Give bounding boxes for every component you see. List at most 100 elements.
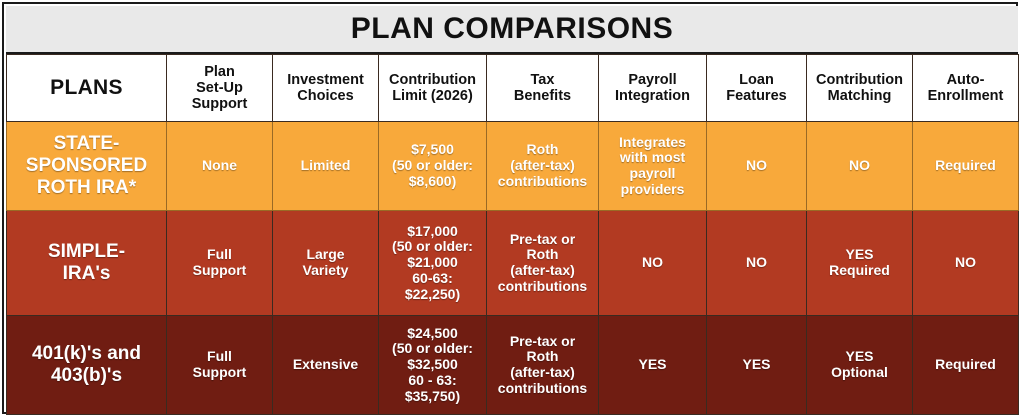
cell-text-line: (after-tax)	[510, 364, 575, 380]
cell-text-line: Roth	[526, 141, 559, 158]
tax-cell: Pre-tax or Roth (after-tax) contributions	[486, 210, 599, 316]
cell-text-line: Tax	[530, 71, 555, 88]
table-row-401k-403b: 401(k)'s and 403(b)'s Full Support Extensi…	[6, 315, 1019, 415]
auto-enrollment-cell: Required	[912, 315, 1019, 415]
investment-cell: Limited	[272, 121, 379, 211]
comparison-table: PLANS Plan Set-Up Support Investment Choice…	[6, 54, 1019, 415]
cell-text-line: $21,000	[407, 254, 458, 271]
setup-cell: Full Support	[166, 315, 273, 415]
setup-cell: Full Support	[166, 210, 273, 316]
matching-cell: YES Required	[806, 210, 913, 316]
cell-text-line: $32,500	[407, 356, 458, 373]
cell-text-line: Plan	[204, 63, 235, 80]
loan-cell: NO	[706, 210, 807, 316]
cell-text-line: $8,600)	[408, 172, 457, 189]
cell-text-line: Pre-tax or	[509, 230, 576, 247]
cell-text-line: Roth	[526, 348, 559, 365]
cell-text-line: SIMPLE-	[47, 241, 126, 263]
cell-text-line: NO	[642, 254, 663, 271]
cell-text-line: Loan	[739, 71, 774, 88]
cell-text-line: Limit (2026)	[392, 88, 473, 104]
cell-text-line: Features	[726, 88, 787, 104]
cell-text-line: Enrollment	[927, 88, 1004, 104]
cell-text-line: Full	[207, 246, 232, 263]
cell-text-line: Required	[935, 356, 996, 373]
table-row-state-roth-ira: STATE- SPONSORED ROTH IRA* None Limited $7…	[6, 121, 1019, 211]
auto-enrollment-cell: Required	[912, 121, 1019, 211]
table-row-simple-ira: SIMPLE- IRA's Full Support Large Variety $1…	[6, 210, 1019, 316]
payroll-cell: Integrates with most payroll providers	[598, 121, 707, 211]
loan-cell: NO	[706, 121, 807, 211]
cell-text-line: YES	[845, 246, 874, 263]
cell-text-line: Variety	[302, 262, 349, 278]
cell-text-line: (after-tax)	[510, 262, 575, 278]
cell-text-line: Optional	[831, 364, 888, 380]
cell-text-line: YES	[742, 356, 771, 373]
header-loan-features: Loan Features	[706, 54, 807, 122]
cell-text-line: Contribution	[816, 71, 903, 88]
cell-text-line: Integrates	[619, 133, 686, 150]
cell-text-line: Full	[207, 348, 232, 365]
cell-text-line: Benefits	[513, 88, 572, 104]
limit-cell: $17,000 (50 or older: $21,000 60-63: $22,250…	[378, 210, 487, 316]
cell-text-line: Matching	[827, 88, 892, 104]
cell-text-line: Support	[192, 364, 247, 380]
cell-text-line: (50 or older:	[392, 340, 473, 357]
payroll-cell: YES	[598, 315, 707, 415]
cell-text-line: (50 or older:	[392, 157, 473, 174]
setup-cell: None	[166, 121, 273, 211]
plan-name-cell: 401(k)'s and 403(b)'s	[6, 315, 167, 415]
cell-text-line: 401(k)'s and	[31, 343, 142, 365]
cell-text-line: with most	[619, 149, 686, 166]
loan-cell: YES	[706, 315, 807, 415]
cell-text-line: Support	[191, 96, 248, 113]
cell-text-line: 403(b)'s	[50, 365, 123, 386]
plan-name-cell: STATE- SPONSORED ROTH IRA*	[6, 121, 167, 211]
header-auto-enrollment: Auto- Enrollment	[912, 54, 1019, 122]
cell-text-line: Large	[306, 246, 345, 263]
cell-text-line: (after-tax)	[510, 157, 575, 174]
header-contribution-limit: Contribution Limit (2026)	[378, 54, 487, 122]
cell-text-line: Support	[192, 262, 247, 278]
cell-text-line: $35,750)	[404, 387, 461, 404]
cell-text-line: NO	[746, 254, 767, 271]
cell-text-line: contributions	[497, 172, 588, 189]
header-row: PLANS Plan Set-Up Support Investment Choice…	[6, 54, 1019, 122]
cell-text-line: Choices	[297, 88, 354, 104]
cell-text-line: $17,000	[407, 222, 458, 239]
investment-cell: Extensive	[272, 315, 379, 415]
cell-text-line: Pre-tax or	[509, 332, 576, 349]
tax-cell: Roth (after-tax) contributions	[486, 121, 599, 211]
cell-text-line: 60-63:	[412, 269, 453, 286]
cell-text-line: SPONSORED	[25, 155, 148, 177]
cell-text-line: (50 or older:	[392, 238, 473, 255]
cell-text-line: NO	[849, 157, 870, 174]
payroll-cell: NO	[598, 210, 707, 316]
cell-text-line: contributions	[497, 379, 588, 396]
cell-text-line: Roth	[526, 246, 559, 263]
matching-cell: NO	[806, 121, 913, 211]
limit-cell: $7,500 (50 or older: $8,600)	[378, 121, 487, 211]
header-investment-choices: Investment Choices	[272, 54, 379, 122]
cell-text-line: PLANS	[50, 76, 123, 100]
cell-text-line: $7,500	[411, 141, 454, 158]
cell-text-line: Investment	[287, 71, 364, 88]
cell-text-line: NO	[746, 157, 767, 174]
tax-cell: Pre-tax or Roth (after-tax) contributions	[486, 315, 599, 415]
cell-text-line: Extensive	[292, 356, 359, 373]
cell-text-line: $24,500	[407, 324, 458, 341]
cell-text-line: Limited	[300, 157, 351, 174]
cell-text-line: contributions	[497, 277, 588, 294]
cell-text-line: YES	[638, 356, 667, 373]
cell-text-line: Required	[935, 157, 996, 174]
limit-cell: $24,500 (50 or older: $32,500 60 - 63: $35,7…	[378, 315, 487, 415]
cell-text-line: None	[202, 157, 237, 174]
cell-text-line: $22,250)	[404, 285, 461, 302]
plan-name-cell: SIMPLE- IRA's	[6, 210, 167, 316]
cell-text-line: Set-Up	[196, 79, 243, 96]
cell-text-line: 60 - 63:	[408, 371, 457, 388]
header-setup-support: Plan Set-Up Support	[166, 54, 273, 122]
comparison-frame: PLAN COMPARISONS PLANS Plan Set-Up Support…	[2, 2, 1019, 415]
cell-text-line: ROTH IRA*	[36, 176, 137, 198]
cell-text-line: YES	[845, 348, 874, 365]
